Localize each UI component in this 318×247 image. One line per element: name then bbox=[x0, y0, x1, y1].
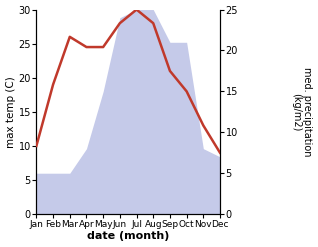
Y-axis label: max temp (C): max temp (C) bbox=[5, 76, 16, 148]
X-axis label: date (month): date (month) bbox=[87, 231, 169, 242]
Y-axis label: med. precipitation
(kg/m2): med. precipitation (kg/m2) bbox=[291, 67, 313, 157]
